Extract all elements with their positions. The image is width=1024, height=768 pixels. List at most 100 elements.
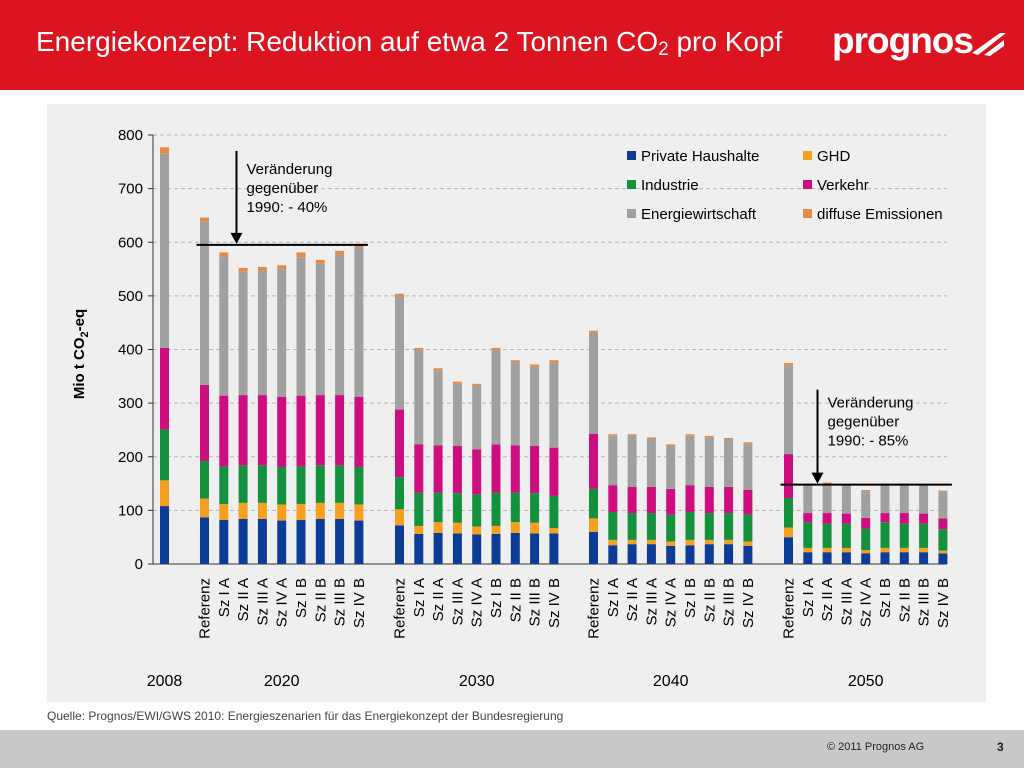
bar-segment bbox=[685, 434, 695, 436]
bar-segment bbox=[861, 489, 871, 492]
bar-segment bbox=[646, 486, 656, 514]
x-tick-label: Sz III B bbox=[527, 578, 544, 626]
bar-segment bbox=[743, 442, 753, 444]
annotation-text: Veränderung bbox=[828, 395, 914, 412]
y-tick-label: 600 bbox=[118, 234, 143, 251]
legend-swatch bbox=[627, 209, 636, 218]
bar-segment bbox=[160, 153, 169, 348]
bar-segment bbox=[472, 526, 482, 535]
bar-segment bbox=[452, 493, 462, 523]
bar-segment bbox=[296, 252, 306, 258]
bar-segment bbox=[433, 445, 443, 493]
group-year-label: 2008 bbox=[147, 673, 183, 690]
bar-segment bbox=[530, 366, 540, 447]
bar-segment bbox=[549, 447, 559, 496]
bar-segment bbox=[395, 293, 404, 296]
x-tick-label: Sz I A bbox=[411, 578, 428, 617]
bar-segment bbox=[608, 539, 618, 546]
bar-segment bbox=[257, 465, 267, 503]
bar-segment bbox=[452, 446, 462, 494]
x-tick-label: Sz IV B bbox=[740, 578, 757, 628]
bar-segment bbox=[685, 435, 695, 486]
footer-bar bbox=[0, 730, 1024, 768]
bar-segment bbox=[160, 147, 169, 154]
bar-segment bbox=[919, 552, 929, 564]
bar-segment bbox=[277, 504, 287, 521]
bar-segment bbox=[784, 362, 793, 366]
bar-segment bbox=[880, 552, 890, 564]
bar-segment bbox=[472, 383, 482, 386]
bar-segment bbox=[219, 395, 229, 467]
bar-segment bbox=[627, 486, 637, 514]
bar-segment bbox=[335, 465, 345, 503]
bar-segment bbox=[200, 461, 209, 499]
x-tick-label: Sz III B bbox=[916, 578, 933, 626]
bar-segment bbox=[200, 217, 209, 222]
y-tick-label: 700 bbox=[118, 181, 143, 198]
x-tick-label: Sz IV A bbox=[663, 578, 680, 627]
bar-segment bbox=[724, 513, 734, 540]
bar-segment bbox=[414, 347, 424, 351]
bar-segment bbox=[200, 221, 209, 385]
x-tick-label: Sz I A bbox=[605, 578, 622, 617]
bar-segment bbox=[238, 267, 248, 272]
bar-segment bbox=[899, 523, 909, 548]
bar-segment bbox=[257, 266, 267, 271]
bar-segment bbox=[335, 395, 345, 466]
x-tick-label: Sz IV B bbox=[546, 578, 563, 628]
bar-segment bbox=[841, 523, 851, 548]
bar-segment bbox=[472, 449, 482, 495]
bar-segment bbox=[666, 488, 676, 515]
y-tick-label: 300 bbox=[118, 395, 143, 412]
bar-segment bbox=[899, 547, 909, 553]
x-tick-label: Sz IV A bbox=[469, 578, 486, 627]
bar-segment bbox=[296, 520, 306, 564]
bar-segment bbox=[414, 444, 424, 493]
bar-segment bbox=[608, 434, 618, 436]
bar-segment bbox=[841, 513, 851, 524]
bar-segment bbox=[315, 263, 325, 396]
bar-segment bbox=[803, 552, 813, 564]
emissions-chart: 0 100 200 300 400 500 600 700 800 Mio t CO2-eq 200… bbox=[71, 127, 952, 690]
x-tick-label: Sz II A bbox=[430, 578, 447, 621]
bar-segment bbox=[919, 523, 929, 548]
bar-segment bbox=[589, 518, 598, 532]
bar-segment bbox=[277, 265, 287, 270]
bar-segment bbox=[938, 529, 948, 551]
bar-segment bbox=[938, 550, 948, 554]
bar-segment bbox=[822, 552, 832, 564]
bar-segment bbox=[784, 498, 793, 528]
bar-segment bbox=[938, 491, 948, 519]
bar-segment bbox=[822, 513, 832, 524]
bar-segment bbox=[608, 545, 618, 564]
bar-segment bbox=[510, 362, 520, 446]
bar-segment bbox=[784, 537, 793, 564]
bar-segment bbox=[627, 544, 637, 564]
bar-segment bbox=[803, 522, 813, 548]
bar-segment bbox=[530, 533, 540, 564]
header-bar: Energiekonzept: Reduktion auf etwa 2 Ton… bbox=[0, 0, 1024, 90]
bar-segment bbox=[160, 480, 169, 507]
bar-segment bbox=[530, 522, 540, 534]
y-tick-label: 100 bbox=[118, 502, 143, 519]
bar-segment bbox=[704, 435, 714, 438]
bar-segment bbox=[880, 484, 890, 514]
bar-segment bbox=[491, 525, 501, 534]
bar-segment bbox=[510, 522, 520, 533]
bar-segment bbox=[743, 514, 753, 542]
bar-segment bbox=[452, 533, 462, 564]
bar-segment bbox=[646, 513, 656, 540]
bar-segment bbox=[335, 502, 345, 519]
x-tick-label: Sz II B bbox=[312, 578, 329, 622]
page-number: 3 bbox=[997, 740, 1004, 754]
legend-label: Verkehr bbox=[817, 177, 869, 194]
bar-segment bbox=[395, 525, 404, 564]
bar-segment bbox=[395, 509, 404, 526]
bar-segment bbox=[685, 539, 695, 546]
bar-segment bbox=[433, 532, 443, 564]
bar-segment bbox=[841, 552, 851, 564]
bar-segment bbox=[919, 513, 929, 524]
bar-segment bbox=[238, 518, 248, 564]
bar-segment bbox=[257, 518, 267, 564]
annotation-text: Veränderung bbox=[247, 161, 333, 178]
